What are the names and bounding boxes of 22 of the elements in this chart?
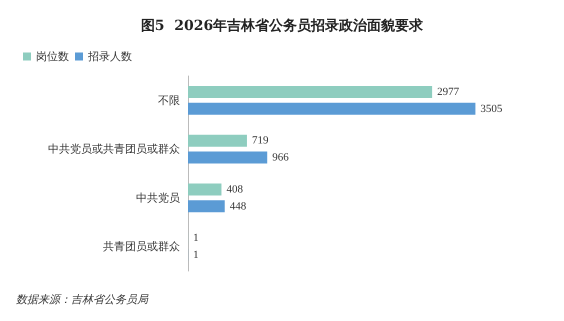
data-label: 719 bbox=[252, 134, 269, 147]
bar bbox=[188, 86, 432, 98]
y-tick-label: 中共党员 bbox=[136, 191, 180, 204]
bar bbox=[188, 183, 222, 196]
bar bbox=[188, 200, 225, 212]
data-label: 1 bbox=[193, 249, 199, 262]
data-label: 1 bbox=[193, 232, 199, 244]
y-tick-label: 共青团员或群众 bbox=[103, 240, 180, 254]
bar bbox=[188, 134, 247, 147]
legend-label: 岗位数 bbox=[36, 50, 69, 63]
y-tick-label: 中共党员或共青团员或群众 bbox=[48, 142, 180, 156]
bar bbox=[188, 152, 268, 164]
y-tick-label: 不限 bbox=[158, 94, 180, 107]
data-label: 448 bbox=[230, 200, 247, 212]
data-label: 2977 bbox=[437, 86, 460, 98]
data-label: 966 bbox=[272, 152, 290, 164]
bar bbox=[188, 102, 476, 115]
data-label: 408 bbox=[226, 183, 244, 196]
data-label: 3505 bbox=[480, 102, 503, 115]
chart-title: 图5 2026年吉林省公务员招录政治面貌要求 bbox=[140, 18, 424, 34]
legend-label: 招录人数 bbox=[87, 50, 132, 63]
source-note: 数据来源：吉林省公务员局 bbox=[16, 293, 149, 306]
